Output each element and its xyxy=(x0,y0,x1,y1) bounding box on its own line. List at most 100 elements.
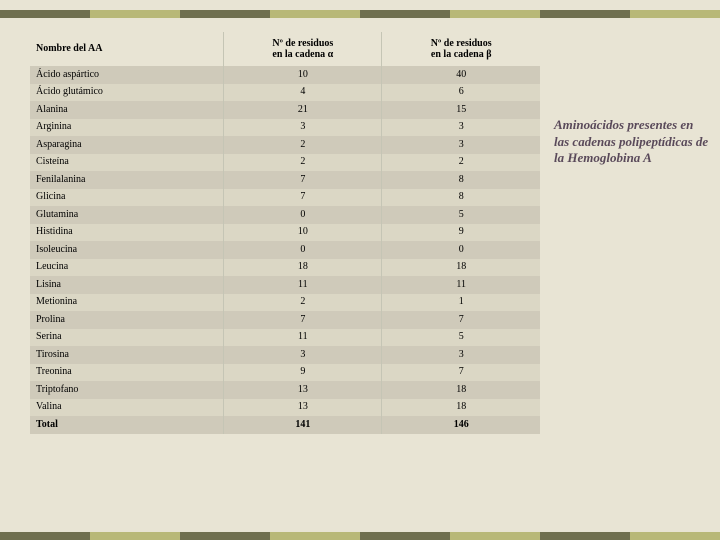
cell-alpha: 13 xyxy=(224,399,382,417)
cell-name: Triptofano xyxy=(30,381,224,399)
cell-beta: 1 xyxy=(382,294,540,312)
header-name: Nombre del AA xyxy=(30,32,224,66)
cell-name: Tirosina xyxy=(30,346,224,364)
table-row: Treonina97 xyxy=(30,364,540,382)
total-alpha: 141 xyxy=(224,416,382,434)
cell-name: Leucina xyxy=(30,259,224,277)
rule-seg xyxy=(0,532,90,540)
rule-seg xyxy=(360,10,450,18)
rule-seg xyxy=(540,532,630,540)
header-beta-line1: Nº de residuos xyxy=(388,38,534,50)
table-row: Asparagina23 xyxy=(30,136,540,154)
slide: Nombre del AA Nº de residuos en la caden… xyxy=(0,0,720,540)
table-row: Triptofano1318 xyxy=(30,381,540,399)
cell-beta: 0 xyxy=(382,241,540,259)
cell-beta: 5 xyxy=(382,206,540,224)
cell-alpha: 3 xyxy=(224,119,382,137)
cell-alpha: 7 xyxy=(224,311,382,329)
cell-beta: 18 xyxy=(382,381,540,399)
cell-alpha: 0 xyxy=(224,206,382,224)
cell-beta: 5 xyxy=(382,329,540,347)
table-body: Ácido aspártico1040Ácido glutámico46Alan… xyxy=(30,66,540,434)
cell-alpha: 11 xyxy=(224,329,382,347)
cell-name: Ácido aspártico xyxy=(30,66,224,84)
rule-seg xyxy=(540,10,630,18)
table-row: Serina115 xyxy=(30,329,540,347)
cell-beta: 18 xyxy=(382,399,540,417)
table-total-row: Total141146 xyxy=(30,416,540,434)
cell-beta: 6 xyxy=(382,84,540,102)
cell-alpha: 7 xyxy=(224,171,382,189)
table-row: Prolina77 xyxy=(30,311,540,329)
cell-name: Valina xyxy=(30,399,224,417)
rule-seg xyxy=(0,10,90,18)
cell-name: Fenilalanina xyxy=(30,171,224,189)
table-row: Ácido aspártico1040 xyxy=(30,66,540,84)
rule-seg xyxy=(630,10,720,18)
rule-seg xyxy=(360,532,450,540)
content-area: Nombre del AA Nº de residuos en la caden… xyxy=(30,32,710,528)
caption-text: Aminoácidos presentes en las cadenas pol… xyxy=(540,32,710,528)
rule-seg xyxy=(450,532,540,540)
bottom-color-rule xyxy=(0,532,720,540)
cell-alpha: 0 xyxy=(224,241,382,259)
table-header-row: Nombre del AA Nº de residuos en la caden… xyxy=(30,32,540,66)
cell-alpha: 10 xyxy=(224,224,382,242)
cell-beta: 8 xyxy=(382,189,540,207)
rule-seg xyxy=(90,10,180,18)
cell-beta: 3 xyxy=(382,119,540,137)
rule-seg xyxy=(180,10,270,18)
cell-beta: 3 xyxy=(382,346,540,364)
header-alpha-line2: en la cadena α xyxy=(230,49,375,61)
cell-beta: 2 xyxy=(382,154,540,172)
header-name-label: Nombre del AA xyxy=(36,43,102,54)
cell-name: Cisteína xyxy=(30,154,224,172)
header-alpha-line1: Nº de residuos xyxy=(230,38,375,50)
amino-acid-table-wrap: Nombre del AA Nº de residuos en la caden… xyxy=(30,32,540,528)
cell-name: Glutamina xyxy=(30,206,224,224)
table-row: Arginina33 xyxy=(30,119,540,137)
cell-beta: 40 xyxy=(382,66,540,84)
cell-name: Ácido glutámico xyxy=(30,84,224,102)
table-row: Metionina21 xyxy=(30,294,540,312)
cell-alpha: 21 xyxy=(224,101,382,119)
table-row: Cisteína22 xyxy=(30,154,540,172)
header-beta-line2: en la cadena β xyxy=(388,49,534,61)
cell-alpha: 9 xyxy=(224,364,382,382)
rule-seg xyxy=(450,10,540,18)
cell-beta: 8 xyxy=(382,171,540,189)
header-beta: Nº de residuos en la cadena β xyxy=(382,32,540,66)
cell-name: Metionina xyxy=(30,294,224,312)
rule-seg xyxy=(270,532,360,540)
cell-name: Asparagina xyxy=(30,136,224,154)
table-row: Tirosina33 xyxy=(30,346,540,364)
cell-name: Isoleucina xyxy=(30,241,224,259)
cell-alpha: 13 xyxy=(224,381,382,399)
cell-alpha: 2 xyxy=(224,136,382,154)
cell-beta: 7 xyxy=(382,311,540,329)
rule-seg xyxy=(630,532,720,540)
rule-seg xyxy=(90,532,180,540)
table-row: Isoleucina00 xyxy=(30,241,540,259)
cell-name: Treonina xyxy=(30,364,224,382)
table-row: Glicina78 xyxy=(30,189,540,207)
table-row: Ácido glutámico46 xyxy=(30,84,540,102)
cell-name: Histidina xyxy=(30,224,224,242)
table-row: Glutamina05 xyxy=(30,206,540,224)
table-row: Valina1318 xyxy=(30,399,540,417)
cell-alpha: 11 xyxy=(224,276,382,294)
cell-alpha: 10 xyxy=(224,66,382,84)
table-row: Histidina109 xyxy=(30,224,540,242)
cell-name: Serina xyxy=(30,329,224,347)
cell-beta: 15 xyxy=(382,101,540,119)
cell-alpha: 2 xyxy=(224,294,382,312)
cell-beta: 9 xyxy=(382,224,540,242)
cell-name: Prolina xyxy=(30,311,224,329)
cell-alpha: 18 xyxy=(224,259,382,277)
cell-alpha: 2 xyxy=(224,154,382,172)
top-color-rule xyxy=(0,10,720,18)
cell-alpha: 7 xyxy=(224,189,382,207)
table-row: Fenilalanina78 xyxy=(30,171,540,189)
cell-name: Glicina xyxy=(30,189,224,207)
amino-acid-table: Nombre del AA Nº de residuos en la caden… xyxy=(30,32,540,434)
